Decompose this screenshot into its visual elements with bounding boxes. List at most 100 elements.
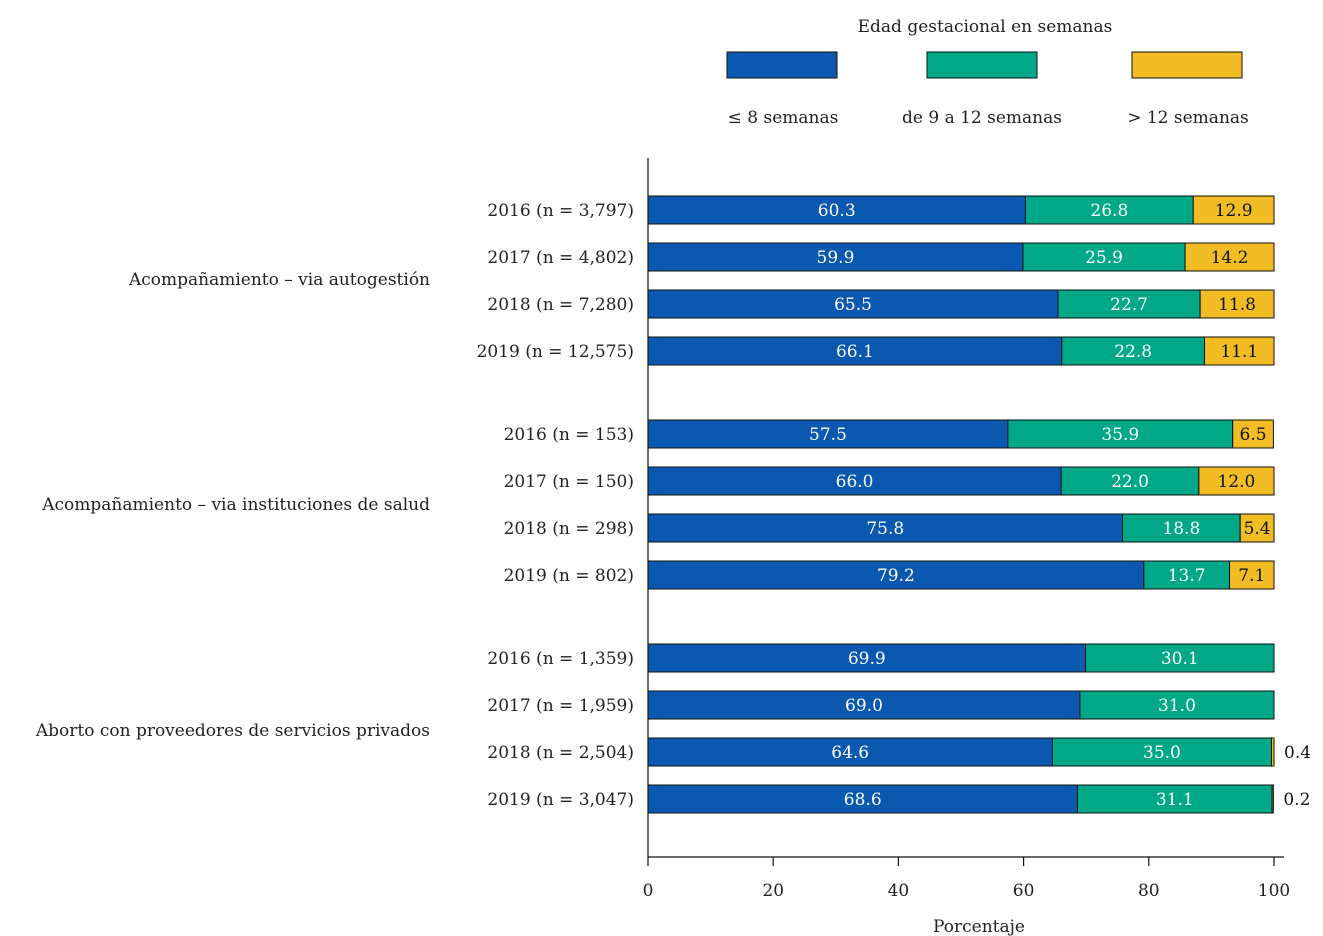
category-label: 2019 (n = 3,047)	[487, 790, 634, 810]
data-label: 60.3	[818, 201, 856, 221]
axes: Porcentaje	[647, 158, 1284, 936]
bars: 60.3 26.8 12.9 59.9 25.9 14.2 65.5 22.7 11.8 66.1…	[647, 195, 1311, 814]
bar-segment-2	[1057, 289, 1201, 319]
data-label: 7.1	[1238, 566, 1265, 586]
data-label: 69.0	[845, 696, 883, 716]
data-label: 22.0	[1111, 472, 1149, 492]
data-label: 0.2	[1283, 790, 1310, 810]
data-label: 11.1	[1220, 342, 1258, 362]
bar-segment-1	[647, 513, 1124, 543]
bar-segment-2	[1060, 466, 1200, 496]
category-label: 2017 (n = 1,959)	[487, 696, 634, 716]
bar-segment-1	[647, 466, 1062, 496]
legend-swatch-3	[1131, 51, 1243, 79]
x-tick-label: 0	[643, 881, 654, 901]
bar-segment-3	[1199, 289, 1275, 319]
legend-swatch-1	[726, 51, 838, 79]
group-label: Aborto con proveedores de servicios priv…	[35, 721, 430, 741]
bar-segment-1	[647, 560, 1145, 590]
category-label: 2019 (n = 802)	[504, 566, 634, 586]
bar-segment-2	[1079, 690, 1275, 720]
bar-segment-2	[1076, 784, 1273, 814]
data-label: 75.8	[866, 519, 904, 539]
group-labels: Acompañamiento – via autogestión Acompaña…	[35, 270, 430, 741]
category-labels: 2016 (n = 3,797) 2017 (n = 4,802) 2018 (n …	[477, 201, 634, 810]
data-label: 6.5	[1240, 425, 1267, 445]
data-label: 59.9	[817, 248, 855, 268]
data-label: 35.9	[1101, 425, 1139, 445]
data-label: 31.0	[1158, 696, 1196, 716]
bar-segment-1	[647, 643, 1087, 673]
bar-segment-2	[1024, 195, 1194, 225]
data-label: 68.6	[844, 790, 882, 810]
x-axis-title: Porcentaje	[933, 917, 1025, 936]
data-label: 22.7	[1110, 295, 1148, 315]
group-label: Acompañamiento – via instituciones de sa…	[41, 495, 430, 515]
data-label: 26.8	[1090, 201, 1128, 221]
data-label: 12.9	[1215, 201, 1253, 221]
data-label: 25.9	[1085, 248, 1123, 268]
group-label: Acompañamiento – via autogestión	[128, 270, 430, 290]
data-label: 5.4	[1244, 519, 1271, 539]
x-ticks: 0 20 40 60 80 100	[643, 857, 1290, 901]
bar-segment-2	[1085, 643, 1275, 673]
bar-segment-1	[647, 419, 1009, 449]
data-label: 64.6	[831, 743, 869, 763]
data-label: 79.2	[877, 566, 915, 586]
legend-label-2: de 9 a 12 semanas	[902, 108, 1062, 128]
bar-segment-3	[1270, 737, 1275, 767]
data-label: 31.1	[1156, 790, 1194, 810]
x-tick-label: 60	[1013, 881, 1035, 901]
data-label: 66.1	[836, 342, 874, 362]
category-label: 2017 (n = 4,802)	[487, 248, 634, 268]
bar-segment-1	[647, 195, 1026, 225]
legend-swatch-2	[926, 51, 1038, 79]
bar-segment-1	[647, 784, 1078, 814]
data-label: 35.0	[1143, 743, 1181, 763]
category-label: 2018 (n = 2,504)	[487, 743, 634, 763]
x-tick-label: 20	[762, 881, 784, 901]
category-label: 2016 (n = 1,359)	[487, 649, 634, 669]
data-label: 30.1	[1161, 649, 1199, 669]
data-label: 57.5	[809, 425, 847, 445]
category-label: 2016 (n = 3,797)	[487, 201, 634, 221]
bar-segment-3	[1184, 242, 1275, 272]
bar-segment-3	[1229, 560, 1275, 590]
data-label: 18.8	[1162, 519, 1200, 539]
data-label: 69.9	[848, 649, 886, 669]
legend-label-3: > 12 semanas	[1127, 108, 1249, 128]
bar-segment-1	[647, 737, 1053, 767]
data-label: 22.8	[1114, 342, 1152, 362]
bar-segment-2	[1122, 513, 1241, 543]
legend: Edad gestacional en semanas ≤ 8 semanas d…	[726, 17, 1249, 128]
x-tick-label: 80	[1138, 881, 1160, 901]
legend-title: Edad gestacional en semanas	[858, 17, 1113, 37]
x-tick-label: 100	[1258, 881, 1290, 901]
bar-segment-3	[1271, 784, 1274, 814]
bar-segment-3	[1198, 466, 1275, 496]
bar-segment-3	[1232, 419, 1274, 449]
category-label: 2017 (n = 150)	[504, 472, 634, 492]
x-tick-label: 40	[888, 881, 910, 901]
data-label: 0.4	[1284, 743, 1311, 763]
category-label: 2016 (n = 153)	[504, 425, 634, 445]
bar-segment-3	[1204, 336, 1275, 366]
bar-segment-1	[647, 289, 1059, 319]
data-label: 12.0	[1218, 472, 1256, 492]
category-label: 2019 (n = 12,575)	[477, 342, 634, 362]
bar-segment-1	[647, 690, 1081, 720]
data-label: 11.8	[1218, 295, 1256, 315]
data-label: 66.0	[836, 472, 874, 492]
bar-segment-2	[1143, 560, 1231, 590]
category-label: 2018 (n = 298)	[504, 519, 634, 539]
bar-segment-3	[1239, 513, 1275, 543]
bar-segment-2	[1061, 336, 1206, 366]
data-label: 65.5	[834, 295, 872, 315]
data-label: 14.2	[1211, 248, 1249, 268]
bar-segment-3	[1192, 195, 1275, 225]
data-label: 13.7	[1168, 566, 1206, 586]
category-label: 2018 (n = 7,280)	[487, 295, 634, 315]
bar-segment-2	[1051, 737, 1272, 767]
legend-label-1: ≤ 8 semanas	[728, 108, 839, 128]
